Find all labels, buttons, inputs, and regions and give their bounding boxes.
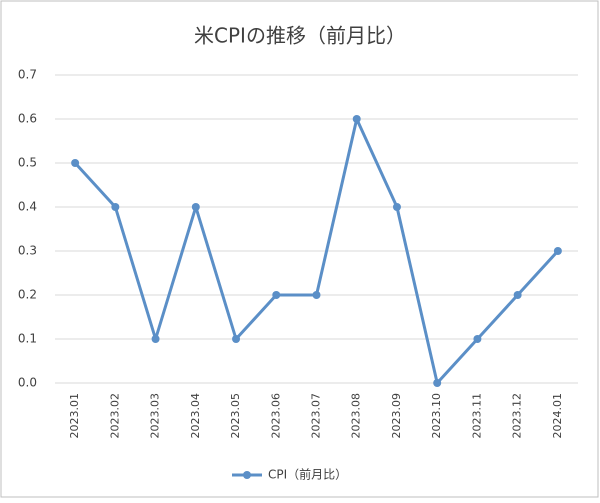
- marker: [312, 291, 321, 299]
- y-tick-label: 0.5: [18, 156, 37, 170]
- y-tick-label: 0.4: [18, 200, 37, 214]
- x-tick-label: 2023.09: [390, 393, 403, 439]
- chart-title: 米CPIの推移（前月比）: [194, 24, 406, 48]
- x-tick-label: 2023.06: [269, 393, 282, 439]
- y-tick-label: 0.7: [18, 68, 37, 82]
- x-tick-label: 2023.04: [189, 393, 202, 439]
- x-tick-label: 2024.01: [551, 393, 564, 439]
- x-tick-label: 2023.07: [310, 393, 323, 439]
- y-tick-label: 0.1: [18, 332, 37, 346]
- x-tick-label: 2023.10: [430, 393, 443, 439]
- marker: [433, 379, 442, 387]
- marker: [392, 203, 401, 211]
- marker: [272, 291, 281, 299]
- marker: [111, 203, 120, 211]
- x-tick-label: 2023.05: [229, 393, 242, 439]
- marker: [191, 203, 200, 211]
- y-tick-label: 0.6: [18, 112, 37, 126]
- marker: [71, 159, 80, 167]
- legend-marker: [243, 471, 251, 479]
- legend-label: CPI（前月比）: [268, 467, 347, 482]
- marker: [513, 291, 522, 299]
- marker: [553, 247, 562, 255]
- x-tick-label: 2023.11: [470, 393, 483, 439]
- x-tick-label: 2023.01: [68, 393, 81, 439]
- y-tick-label: 0.2: [18, 288, 37, 302]
- marker: [352, 115, 361, 123]
- y-tick-label: 0.0: [18, 376, 37, 390]
- y-tick-label: 0.3: [18, 244, 37, 258]
- x-tick-label: 2023.12: [511, 393, 524, 439]
- x-tick-label: 2023.08: [350, 393, 363, 439]
- x-tick-label: 2023.02: [108, 393, 121, 439]
- marker: [151, 335, 160, 343]
- marker: [232, 335, 241, 343]
- x-tick-label: 2023.03: [149, 393, 162, 439]
- marker: [473, 335, 482, 343]
